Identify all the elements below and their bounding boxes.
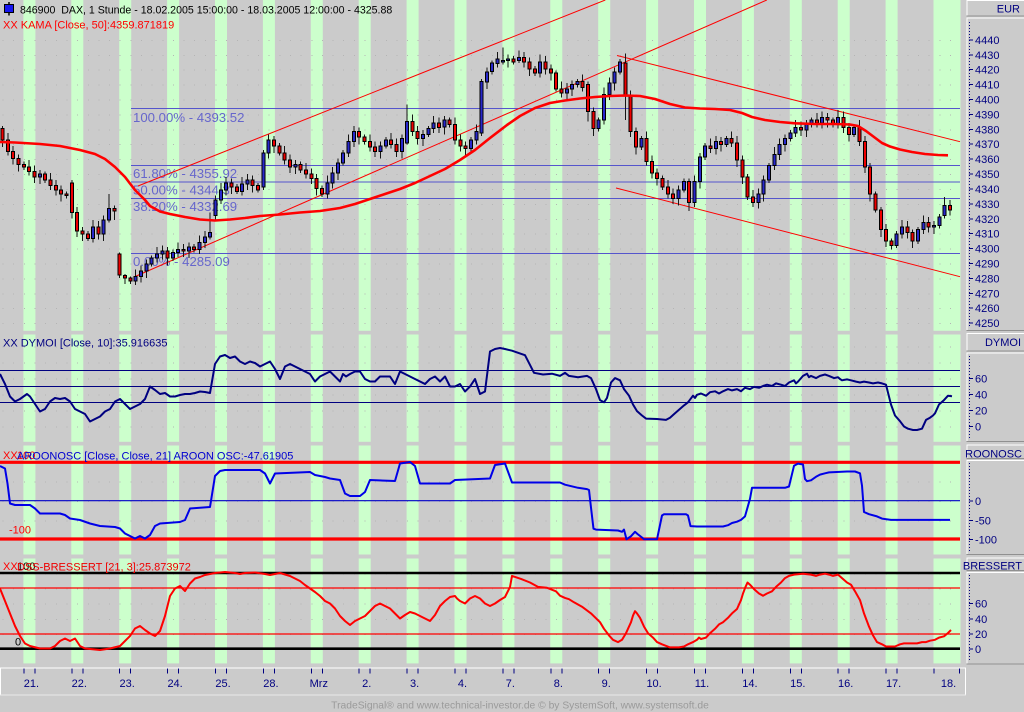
svg-text:10.: 10. <box>646 678 661 690</box>
svg-text:20: 20 <box>975 406 987 418</box>
svg-text:22.: 22. <box>72 678 87 690</box>
svg-text:100: 100 <box>17 450 35 462</box>
svg-text:24.: 24. <box>167 678 182 690</box>
svg-text:7.: 7. <box>506 678 515 690</box>
svg-text:11.: 11. <box>695 678 709 690</box>
svg-text:16.: 16. <box>838 678 853 690</box>
svg-text:-100: -100 <box>9 525 31 537</box>
svg-text:XX DYMOI [Close, 10]:35.916635: XX DYMOI [Close, 10]:35.916635 <box>3 338 167 350</box>
svg-text:14.: 14. <box>742 678 757 690</box>
svg-text:4380: 4380 <box>975 124 999 136</box>
svg-text:9.: 9. <box>602 678 611 690</box>
svg-text:XX KAMA [Close, 50]:4359.87181: XX KAMA [Close, 50]:4359.871819 <box>3 20 174 32</box>
svg-text:BRESSERT: BRESSERT <box>963 561 1022 573</box>
svg-text:4250: 4250 <box>975 318 999 330</box>
svg-text:4370: 4370 <box>975 139 999 151</box>
svg-text:23.: 23. <box>120 678 135 690</box>
svg-text:4440: 4440 <box>975 35 999 47</box>
svg-text:4360: 4360 <box>975 154 999 166</box>
svg-text:Mrz: Mrz <box>310 678 328 690</box>
svg-text:4300: 4300 <box>975 244 999 256</box>
svg-text:TradeSignal® and www.technical: TradeSignal® and www.technical-investor.… <box>331 701 709 712</box>
svg-text:DYMOI: DYMOI <box>985 337 1021 349</box>
svg-text:0: 0 <box>975 496 981 508</box>
svg-text:38.20% - 4332.69: 38.20% - 4332.69 <box>133 199 237 214</box>
svg-text:4340: 4340 <box>975 184 999 196</box>
svg-text:4.: 4. <box>458 678 467 690</box>
svg-text:4430: 4430 <box>975 50 999 62</box>
svg-text:40: 40 <box>975 390 987 402</box>
svg-text:XX: XX <box>3 450 18 462</box>
svg-text:60: 60 <box>975 374 987 386</box>
svg-text:61.80% - 4355.92: 61.80% - 4355.92 <box>133 166 237 181</box>
svg-text:0: 0 <box>975 422 981 434</box>
svg-text:4310: 4310 <box>975 229 999 241</box>
svg-text:8.: 8. <box>554 678 563 690</box>
svg-text:4290: 4290 <box>975 259 999 271</box>
svg-text:4390: 4390 <box>975 109 999 121</box>
svg-text:4420: 4420 <box>975 65 999 77</box>
svg-text:846900 DAX, 1 Stunde - 18.02.: 846900 DAX, 1 Stunde - 18.02.2005 15:00:… <box>20 5 392 17</box>
svg-text:-50: -50 <box>975 515 991 527</box>
svg-text:4410: 4410 <box>975 80 999 92</box>
svg-text:21.: 21. <box>24 678 39 690</box>
svg-text:-100: -100 <box>975 535 997 547</box>
svg-text:18.: 18. <box>941 678 956 690</box>
svg-text:4270: 4270 <box>975 288 999 300</box>
svg-text:4400: 4400 <box>975 95 999 107</box>
svg-text:4320: 4320 <box>975 214 999 226</box>
svg-text:3.: 3. <box>410 678 419 690</box>
svg-text:28.: 28. <box>263 678 278 690</box>
svg-text:EUR: EUR <box>997 4 1020 16</box>
svg-text:100.00% - 4393.52: 100.00% - 4393.52 <box>133 110 244 125</box>
svg-text:25.: 25. <box>215 678 230 690</box>
svg-text:ROONOSC: ROONOSC <box>965 449 1022 461</box>
svg-text:XX: XX <box>3 561 18 573</box>
svg-text:0: 0 <box>15 637 21 649</box>
svg-text:AROONOSC [Close, Close, 21] AR: AROONOSC [Close, Close, 21] AROON OSC:-4… <box>17 451 293 463</box>
svg-text:4280: 4280 <box>975 273 999 285</box>
svg-text:4330: 4330 <box>975 199 999 211</box>
svg-text:100: 100 <box>17 561 35 573</box>
svg-text:2.: 2. <box>362 678 371 690</box>
svg-text:0: 0 <box>975 644 981 656</box>
svg-text:60: 60 <box>975 599 987 611</box>
svg-text:4260: 4260 <box>975 303 999 315</box>
svg-text:40: 40 <box>975 614 987 626</box>
svg-text:4350: 4350 <box>975 169 999 181</box>
svg-text:20: 20 <box>975 629 987 641</box>
svg-text:DSS-BRESSERT [21, 3]:25.873972: DSS-BRESSERT [21, 3]:25.873972 <box>17 562 191 574</box>
svg-text:50.00% - 4344.3: 50.00% - 4344.3 <box>133 183 230 198</box>
svg-text:17.: 17. <box>886 678 901 690</box>
svg-text:15.: 15. <box>790 678 805 690</box>
